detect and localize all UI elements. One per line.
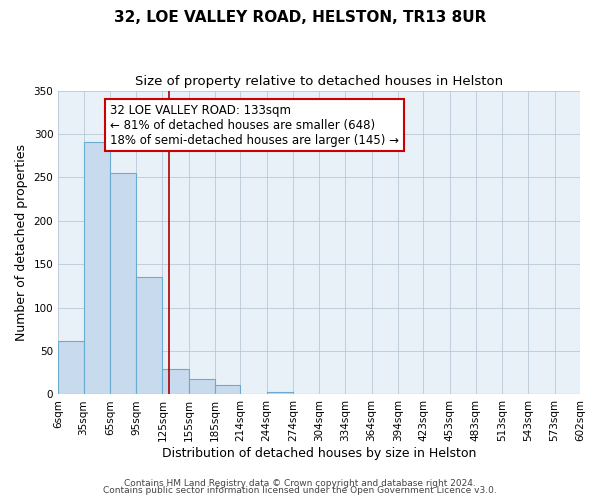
Bar	[58, 340, 83, 394]
Bar	[163, 370, 188, 394]
Text: Contains HM Land Registry data © Crown copyright and database right 2024.: Contains HM Land Registry data © Crown c…	[124, 478, 476, 488]
Bar	[215, 385, 240, 394]
Y-axis label: Number of detached properties: Number of detached properties	[15, 144, 28, 341]
Bar	[110, 173, 136, 394]
Bar	[83, 142, 110, 395]
X-axis label: Distribution of detached houses by size in Helston: Distribution of detached houses by size …	[162, 447, 476, 460]
Bar	[136, 277, 163, 394]
Text: Contains public sector information licensed under the Open Government Licence v3: Contains public sector information licen…	[103, 486, 497, 495]
Text: 32 LOE VALLEY ROAD: 133sqm
← 81% of detached houses are smaller (648)
18% of sem: 32 LOE VALLEY ROAD: 133sqm ← 81% of deta…	[110, 104, 399, 146]
Text: 32, LOE VALLEY ROAD, HELSTON, TR13 8UR: 32, LOE VALLEY ROAD, HELSTON, TR13 8UR	[114, 10, 486, 25]
Bar	[266, 392, 293, 394]
Bar	[188, 379, 215, 394]
Title: Size of property relative to detached houses in Helston: Size of property relative to detached ho…	[135, 75, 503, 88]
